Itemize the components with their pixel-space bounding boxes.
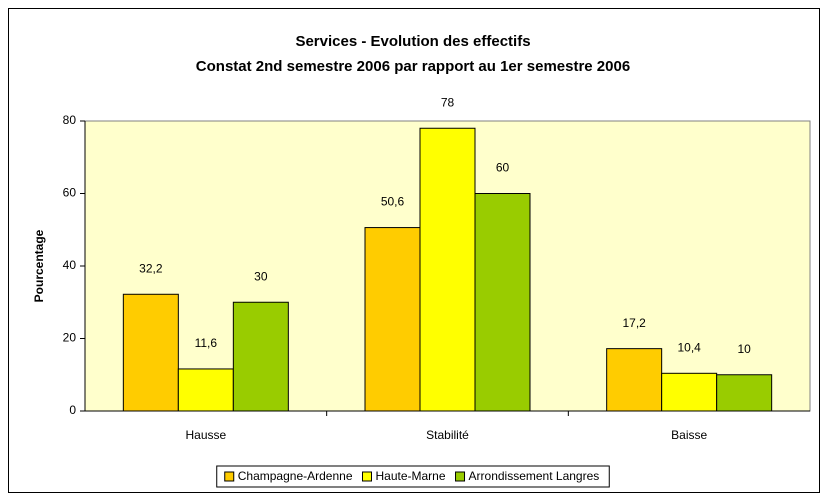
x-tick-label: Baisse (671, 428, 707, 442)
value-label: 78 (441, 95, 455, 109)
value-label: 32,2 (139, 261, 163, 275)
legend-swatch (224, 471, 235, 482)
y-axis-label: Pourcentage (32, 229, 46, 302)
chart-title: Services - Evolution des effectifs (295, 33, 530, 50)
y-tick-label: 0 (69, 403, 76, 417)
legend-label: Arrondissement Langres (469, 469, 600, 483)
x-tick-label: Stabilité (426, 428, 469, 442)
value-label: 60 (496, 161, 510, 175)
y-tick-label: 40 (63, 258, 77, 272)
legend-box (216, 465, 610, 488)
bar (419, 127, 476, 412)
y-tick-label: 60 (63, 186, 77, 200)
y-tick-label: 80 (63, 113, 77, 127)
bar (232, 301, 289, 412)
x-tick-label: Hausse (185, 428, 226, 442)
value-label: 11,6 (195, 336, 218, 350)
value-label: 17,2 (622, 316, 646, 330)
bar (122, 293, 179, 412)
legend-label: Haute-Marne (375, 469, 445, 483)
legend-swatch (455, 471, 466, 482)
bar (606, 348, 663, 412)
bar (716, 374, 773, 412)
bar (177, 368, 234, 412)
bar (661, 372, 718, 412)
value-label: 10,4 (677, 340, 701, 354)
value-label: 10 (737, 342, 751, 356)
value-label: 50,6 (381, 195, 405, 209)
chart-subtitle: Constat 2nd semestre 2006 par rapport au… (196, 58, 630, 75)
bar (474, 193, 531, 412)
value-label: 30 (254, 269, 268, 283)
legend-label: Champagne-Ardenne (238, 469, 353, 483)
y-tick-label: 20 (63, 331, 77, 345)
bar (364, 227, 421, 412)
legend-swatch (361, 471, 372, 482)
